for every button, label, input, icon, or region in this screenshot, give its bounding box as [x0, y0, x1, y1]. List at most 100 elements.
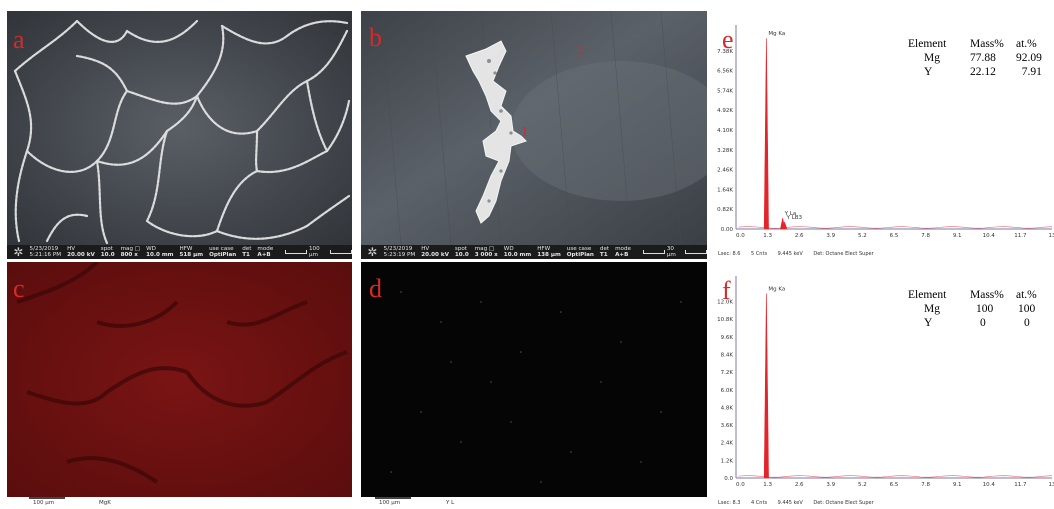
cnts: 5 Cnts	[751, 251, 768, 257]
sem-time: 5:21:16 PM	[29, 252, 62, 258]
y-tick-label: 3.6K	[721, 423, 734, 429]
sem-info-bar-b: ✲ 5/23/2019 5:23:19 PM HV 20.00 kV spot 10.…	[361, 245, 707, 259]
panel-b-label: b	[369, 23, 382, 52]
eds-at: 92.09	[1016, 52, 1042, 64]
y-tick-label: 7.2K	[721, 370, 734, 376]
point-2-label: 2	[576, 44, 584, 60]
panel-f-label: f	[722, 276, 731, 305]
mag-value: 3 000 x	[474, 252, 498, 258]
x-tick-label: 5.2	[858, 482, 867, 488]
usecase-value: OptiPlan	[209, 252, 237, 258]
mag-label: mag □	[120, 245, 141, 252]
eds-table-e: Element Mass% at.% Mg 77.88 92.09 Y 22.1…	[906, 36, 1044, 80]
peak-label: Y La	[784, 211, 797, 217]
x-tick-label: 5.2	[858, 233, 867, 239]
x-tick-label: 9.1	[953, 482, 962, 488]
mg-element-map	[7, 262, 352, 497]
det-value: T1	[242, 252, 250, 258]
x-tick-label: 2.6	[795, 233, 804, 239]
wd-value: 10.0 mm	[503, 252, 532, 258]
mag-label: mag □	[474, 245, 495, 252]
x-tick-label: 6.5	[890, 482, 899, 488]
fei-logo-icon: ✲	[367, 245, 378, 259]
y-tick-label: 12.0K	[717, 300, 733, 306]
kev: 9.445 keV	[777, 500, 803, 506]
panel-c-mg-map: c	[7, 262, 352, 497]
map-d-scale: 100 µm	[379, 500, 401, 506]
detector: Det: Octane Elect Super	[813, 500, 874, 506]
x-tick-label: 3.9	[826, 233, 835, 239]
eds-header-at: at.%	[1016, 289, 1037, 301]
lsec: Lsec: 8.6	[718, 251, 741, 257]
y-tick-label: 8.4K	[721, 353, 734, 359]
eds-mass: 100	[976, 303, 994, 315]
sem-date: 5/23/2019	[29, 245, 59, 252]
eds-el: Y	[924, 317, 933, 329]
x-tick-label: 13	[1049, 233, 1054, 239]
scale-bar: 30 µm	[642, 246, 707, 258]
y-tick-label: 0.00	[721, 227, 734, 233]
eds-header-at: at.%	[1016, 38, 1037, 50]
sem-info-bar-a: ✲ 5/23/2019 5:21:16 PM HV 20.00 kV spot 10.…	[7, 245, 352, 259]
spot-value: 10.0	[100, 252, 115, 258]
kev: 9.445 keV	[777, 251, 803, 257]
y-tick-label: 2.4K	[721, 441, 734, 447]
peak-label: Mg Ka	[768, 286, 785, 292]
hv-label: HV	[421, 245, 430, 252]
x-tick-label: 13	[1049, 482, 1054, 488]
eds-at: 100	[1018, 303, 1036, 315]
eds-mass: 22.12	[970, 66, 996, 78]
eds-table-f: Element Mass% at.% Mg 100 100 Y 0 0	[906, 287, 1039, 331]
y-tick-label: 10.8K	[717, 317, 733, 323]
peak-label: Mg Ka	[768, 31, 785, 37]
scale-label: 100 µm	[309, 245, 320, 258]
panel-a-label: a	[13, 25, 25, 54]
detector: Det: Octane Elect Super	[813, 251, 874, 257]
point-1-label: 1	[521, 124, 529, 140]
y-tick-label: 4.10K	[717, 128, 733, 134]
eds-header-element: Element	[908, 38, 947, 50]
x-tick-label: 3.9	[826, 482, 835, 488]
spot-label: spot	[454, 245, 467, 252]
eds-mass: 77.88	[970, 52, 996, 64]
panel-d-label: d	[369, 274, 382, 303]
map-c-footer: 100 µm MgK	[7, 497, 352, 509]
x-tick-label: 9.1	[953, 233, 962, 239]
sem-micrograph-b	[361, 11, 707, 246]
y-tick-label: 5.74K	[717, 88, 733, 94]
det-label: det	[599, 245, 610, 252]
x-tick-label: 7.8	[921, 233, 930, 239]
eds-el: Y	[924, 66, 933, 78]
x-tick-label: 1.3	[763, 233, 772, 239]
y-tick-label: 0.0	[724, 476, 733, 482]
mode-label: mode	[257, 245, 274, 252]
sem-date: 5/23/2019	[383, 245, 413, 252]
hfw-label: HFW	[537, 245, 551, 252]
y-tick-label: 2.46K	[717, 168, 733, 174]
y-tick-label: 9.6K	[721, 335, 734, 341]
y-tick-label: 0.82K	[717, 207, 733, 213]
mode-value: A+B	[615, 252, 629, 258]
y-tick-label: 6.0K	[721, 388, 734, 394]
scale-bar: 100 µm	[285, 246, 352, 258]
lsec: Lsec: 8.3	[718, 500, 741, 506]
eds-chart-e: 0.00 0.82K 1.64K 2.46K 3.28K 4.10K 4.92K 5.74K 6…	[717, 25, 1054, 239]
usecase-label: use case	[566, 245, 592, 252]
panel-d-y-map: d	[361, 262, 707, 497]
x-tick-label: 11.7	[1014, 233, 1027, 239]
y-tick-label: 1.2K	[721, 458, 734, 464]
usecase-value: OptiPlan	[566, 252, 594, 258]
hv-value: 20.00 kV	[421, 252, 449, 258]
spectrum-baseline	[738, 226, 1053, 229]
y-tick-label: 1.64K	[717, 187, 733, 193]
wd-label: WD	[146, 245, 156, 252]
eds-at: 7.91	[1021, 66, 1042, 78]
x-tick-label: 1.3	[763, 482, 772, 488]
sem-time: 5:23:19 PM	[383, 252, 416, 258]
peak-label: Y LB3	[786, 215, 803, 221]
x-tick-label: 7.8	[921, 482, 930, 488]
spectrum-peak	[763, 293, 769, 479]
spot-label: spot	[100, 245, 113, 252]
panel-b-sem-image: b 2 1 ✲ 5/23/2019 5:23:19 PM HV 20.00 kV s…	[361, 11, 707, 259]
map-d-element: Y L	[446, 500, 455, 506]
